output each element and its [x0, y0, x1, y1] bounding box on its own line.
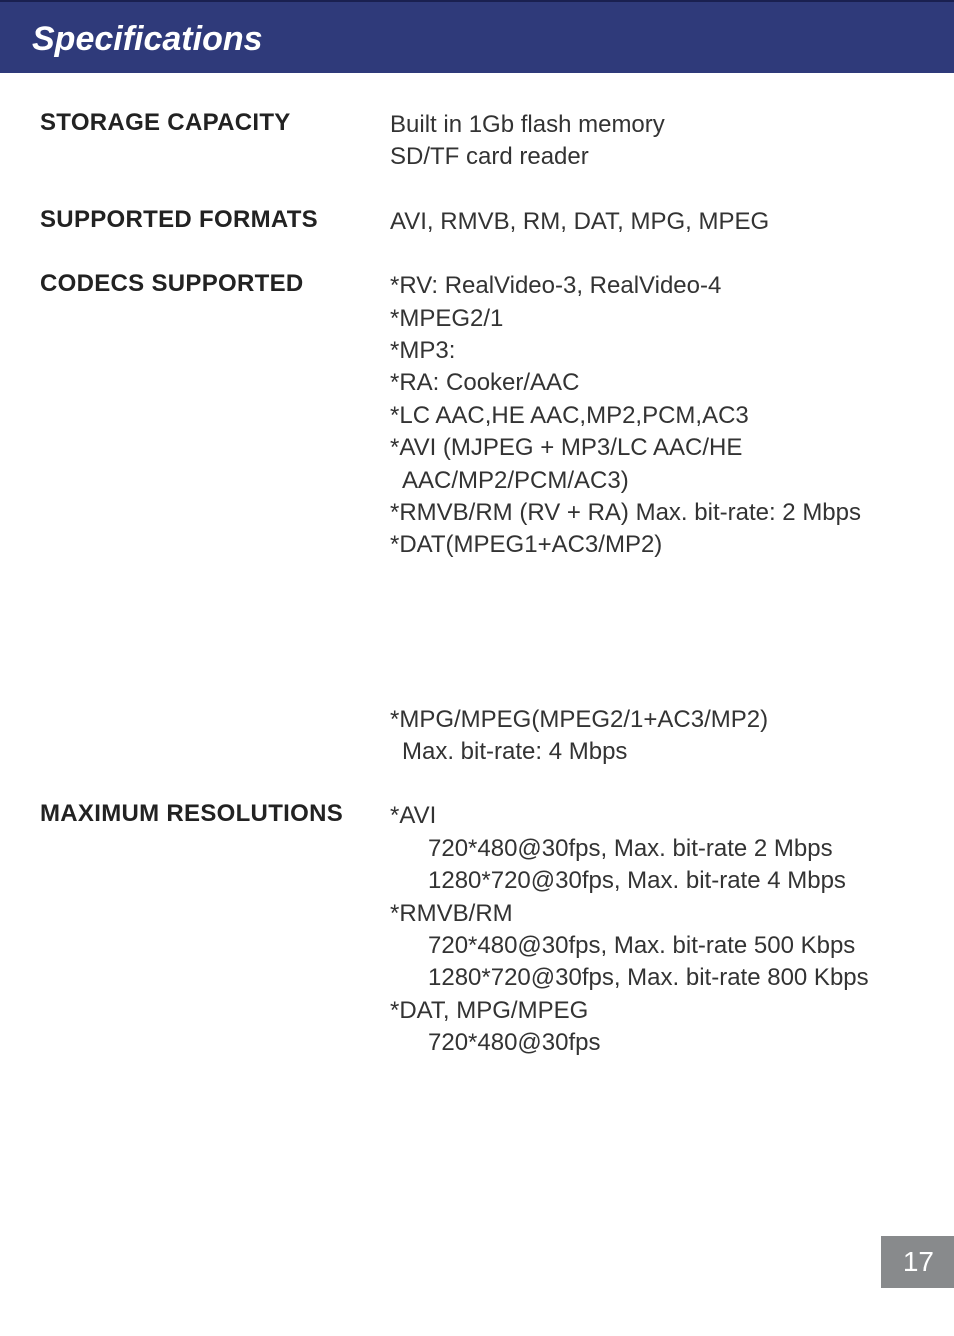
- spec-label: MAXIMUM RESOLUTIONS: [40, 800, 390, 828]
- spec-line: 720*480@30fps, Max. bit-rate 2 Mbps: [390, 833, 869, 865]
- spec-label: STORAGE CAPACITY: [40, 109, 390, 137]
- spec-line: 1280*720@30fps, Max. bit-rate 4 Mbps: [390, 865, 869, 897]
- spec-row-maxres: MAXIMUM RESOLUTIONS *AVI 720*480@30fps, …: [40, 800, 922, 1059]
- spec-label: CODECS SUPPORTED: [40, 270, 390, 298]
- spec-value: *AVI 720*480@30fps, Max. bit-rate 2 Mbps…: [390, 800, 869, 1059]
- spec-line: *MPG/MPEG(MPEG2/1+AC3/MP2): [390, 704, 768, 736]
- spec-line: *DAT, MPG/MPEG: [390, 995, 869, 1027]
- spec-line: SD/TF card reader: [390, 141, 665, 173]
- spec-value: AVI, RMVB, RM, DAT, MPG, MPEG: [390, 206, 769, 238]
- spec-line: *DAT(MPEG1+AC3/MP2): [390, 529, 861, 561]
- spec-line: *RA: Cooker/AAC: [390, 367, 861, 399]
- page-number: 17: [881, 1236, 954, 1288]
- spec-line: 1280*720@30fps, Max. bit-rate 800 Kbps: [390, 962, 869, 994]
- content-area: STORAGE CAPACITY Built in 1Gb flash memo…: [0, 73, 954, 1060]
- spec-line: AVI, RMVB, RM, DAT, MPG, MPEG: [390, 206, 769, 238]
- spec-row-formats: SUPPORTED FORMATS AVI, RMVB, RM, DAT, MP…: [40, 206, 922, 238]
- spec-line: Built in 1Gb flash memory: [390, 109, 665, 141]
- spec-line: *RMVB/RM (RV + RA) Max. bit-rate: 2 Mbps: [390, 497, 861, 529]
- spec-value: *MPG/MPEG(MPEG2/1+AC3/MP2) Max. bit-rate…: [390, 704, 768, 769]
- spec-line: AAC/MP2/PCM/AC3): [390, 465, 861, 497]
- spec-line: *RV: RealVideo-3, RealVideo-4: [390, 270, 861, 302]
- spec-row-storage: STORAGE CAPACITY Built in 1Gb flash memo…: [40, 109, 922, 174]
- spec-value: Built in 1Gb flash memory SD/TF card rea…: [390, 109, 665, 174]
- spec-line: *MP3:: [390, 335, 861, 367]
- spec-label: SUPPORTED FORMATS: [40, 206, 390, 234]
- spec-line: *AVI (MJPEG + MP3/LC AAC/HE: [390, 432, 861, 464]
- spec-row-codecs: CODECS SUPPORTED *RV: RealVideo-3, RealV…: [40, 270, 922, 562]
- header-band: Specifications: [0, 0, 954, 73]
- spec-line: 720*480@30fps: [390, 1027, 869, 1059]
- spec-line: *LC AAC,HE AAC,MP2,PCM,AC3: [390, 400, 861, 432]
- spec-line: *RMVB/RM: [390, 898, 869, 930]
- page-title: Specifications: [32, 20, 922, 59]
- gap: [40, 594, 922, 704]
- spec-line: 720*480@30fps, Max. bit-rate 500 Kbps: [390, 930, 869, 962]
- spec-line: *MPEG2/1: [390, 303, 861, 335]
- spec-line: *AVI: [390, 800, 869, 832]
- spec-line: Max. bit-rate: 4 Mbps: [390, 736, 768, 768]
- spec-row-codecs-cont: *MPG/MPEG(MPEG2/1+AC3/MP2) Max. bit-rate…: [40, 704, 922, 769]
- spec-value: *RV: RealVideo-3, RealVideo-4 *MPEG2/1 *…: [390, 270, 861, 562]
